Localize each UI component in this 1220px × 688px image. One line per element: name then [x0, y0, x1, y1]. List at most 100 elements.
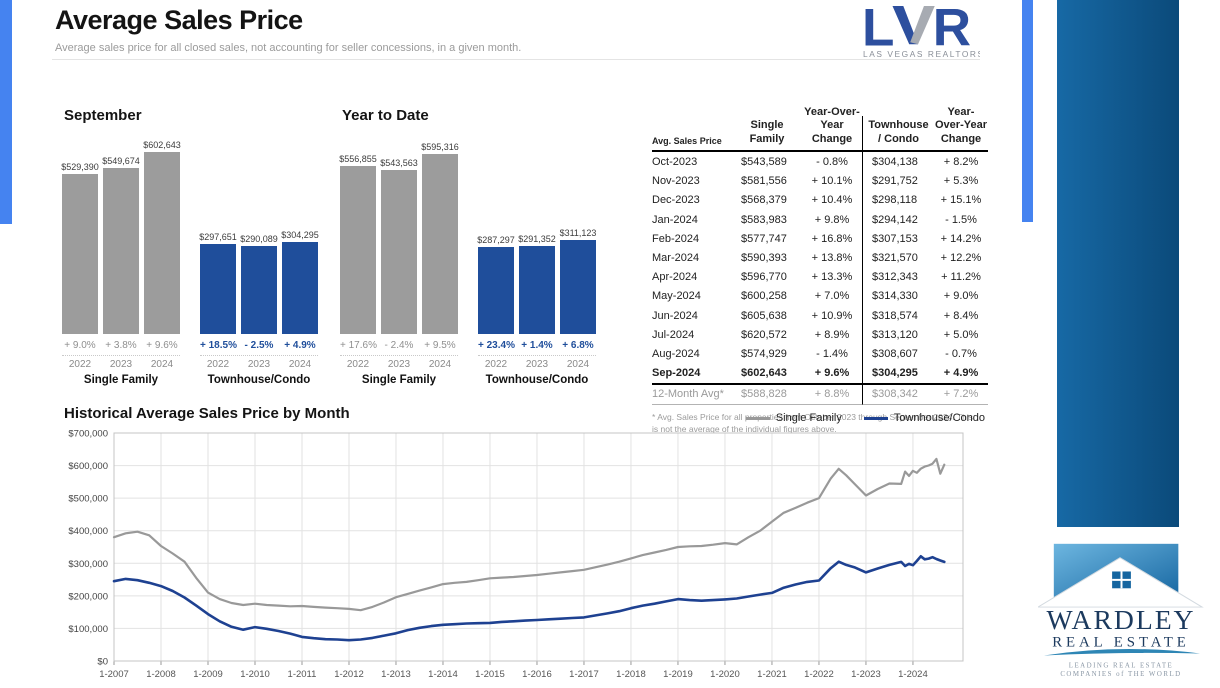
table-cell: + 5.0%: [943, 328, 979, 341]
table-header-cell: Year-Over-Year Change: [934, 102, 988, 153]
yoy-change-label: + 9.6%: [146, 340, 178, 351]
yoy-change-label: + 9.5%: [424, 340, 456, 351]
table-cell: + 8.4%: [943, 309, 979, 322]
table-cell: $543,589: [741, 156, 787, 169]
year-to-date-bar-chart: Year to Date $556,855 $543,563 $595,316 + 1…: [339, 107, 600, 386]
table-cell: $605,638: [741, 309, 787, 322]
years-row: 2022 2023 2024: [340, 355, 458, 370]
left-accent-bar: [0, 0, 12, 224]
x-axis-tick-label: 1-2021: [757, 669, 787, 680]
table-cell: Jan-2024: [652, 213, 698, 226]
townhouse-condo-line: [112, 555, 946, 642]
september-chart-title: September: [64, 107, 142, 124]
table-cell: Sep-2024: [652, 364, 732, 385]
lvr-logo: L R LAS VEGAS REALTORS®: [862, 0, 991, 65]
table-cell: - 0.7%: [945, 347, 977, 360]
table-cell: + 8.9%: [814, 328, 850, 341]
table-cell: + 9.8%: [814, 213, 850, 226]
table-cell: $577,747: [741, 232, 787, 245]
table-cell: + 16.8%: [811, 232, 853, 245]
legend-item-single-family: Single Family: [745, 412, 842, 424]
wardley-real-estate: REAL ESTATE: [1052, 635, 1190, 651]
wardley-logo-graphic: WARDLEY REAL ESTATE LEADING REAL ESTATE …: [1036, 543, 1204, 678]
bar-column: $529,390: [61, 162, 99, 334]
bar-group-label: Single Family: [361, 374, 437, 386]
table-cell: + 4.9%: [934, 364, 988, 385]
plot-border: [113, 432, 964, 662]
single-family-line-swatch: [745, 416, 770, 420]
september-bar-chart: September $529,390 $549,674 $602,643 + 9.0%…: [61, 107, 322, 386]
monthly-data-table: Avg. Sales Price Single Family Year-Over-Y…: [652, 102, 992, 436]
bar: [62, 174, 98, 334]
bar-value-label: $290,089: [240, 234, 278, 245]
bar-column: $291,352: [518, 234, 556, 334]
table-cell: + 7.0%: [814, 290, 850, 303]
table-cell: + 14.2%: [940, 232, 982, 245]
header-divider: [52, 59, 980, 60]
bar-value-label: $287,297: [477, 235, 515, 246]
table-cell: Jul-2024: [652, 328, 695, 341]
chart-legend: Single Family Townhouse/Condo: [735, 412, 985, 424]
table-cell: Oct-2023: [652, 156, 698, 169]
bar-value-label: $311,123: [559, 228, 597, 238]
x-axis-tick-label: 1-2014: [428, 669, 458, 680]
year-label: 2022: [346, 359, 370, 370]
page-title: Average Sales Price: [55, 5, 303, 35]
wardley-logo: WARDLEY REAL ESTATE LEADING REAL ESTATE …: [1036, 541, 1206, 688]
year-label: 2024: [288, 359, 312, 370]
bar-group: $529,390 $549,674 $602,643 + 9.0% + 3.8% + 9.…: [61, 138, 181, 386]
table-cell: + 8.2%: [943, 156, 979, 169]
table-cell: $620,572: [741, 328, 787, 341]
year-label: 2024: [566, 359, 590, 370]
bar: [103, 168, 139, 334]
x-axis-tick-label: 1-2020: [710, 669, 740, 680]
years-row: 2022 2023 2024: [62, 355, 180, 370]
side-banner: [1057, 0, 1179, 527]
x-axis-tick-label: 1-2018: [616, 669, 646, 680]
bar-group-label: Townhouse/Condo: [485, 374, 589, 386]
y-axis-tick-label: $400,000: [68, 526, 108, 537]
x-axis-tick-label: 1-2009: [193, 669, 223, 680]
table-cell: $307,153: [862, 229, 934, 249]
yoy-change-label: + 9.0%: [64, 340, 96, 351]
table-cell: $304,295: [862, 363, 934, 385]
ytd-chart-title: Year to Date: [342, 107, 429, 124]
table-header-cell: Townhouse / Condo: [862, 115, 934, 153]
table-summary-cell: $308,342: [862, 384, 934, 405]
table-cell: Mar-2024: [652, 251, 700, 264]
x-axis-tick-label: 1-2008: [146, 669, 176, 680]
table-cell: + 10.4%: [811, 194, 853, 207]
bar: [381, 169, 417, 334]
y-axis-tick-label: $200,000: [68, 591, 108, 602]
table-summary-cell: $588,828: [732, 385, 802, 405]
table-cell: $568,379: [741, 194, 787, 207]
table-cell: + 10.9%: [811, 309, 853, 322]
wardley-swoosh: [1043, 649, 1201, 656]
bar-value-label: $556,855: [339, 153, 377, 164]
year-label: 2024: [428, 359, 452, 370]
table-cell: + 13.8%: [811, 251, 853, 264]
lvr-letter-l: L: [862, 3, 894, 57]
table-cell: Feb-2024: [652, 232, 700, 245]
bar-column: $549,674: [102, 156, 140, 334]
lvr-v-left-stroke: [892, 5, 919, 45]
bar-value-label: $595,316: [421, 142, 459, 153]
yoy-change-label: + 17.6%: [340, 340, 377, 351]
x-axis-tick-label: 1-2011: [288, 669, 317, 680]
table-cell: - 1.5%: [945, 213, 977, 226]
legend-label-single-family: Single Family: [775, 412, 842, 424]
bar: [340, 165, 376, 334]
table-cell: + 13.3%: [811, 271, 853, 284]
years-row: 2022 2023 2024: [478, 355, 596, 370]
table-cell: Aug-2024: [652, 347, 700, 360]
bars-row: $529,390 $549,674 $602,643: [61, 138, 181, 334]
x-axis-tick-label: 1-2007: [99, 669, 129, 680]
page-subtitle: Average sales price for all closed sales…: [55, 42, 522, 54]
bar-group: $287,297 $291,352 $311,123 + 23.4% + 1.4% + 6…: [477, 138, 597, 386]
x-axis-tick-label: 1-2017: [569, 669, 599, 680]
year-label: 2022: [68, 359, 92, 370]
year-label: 2023: [525, 359, 549, 370]
table-cell: $314,330: [862, 286, 934, 306]
single-family-line: [112, 457, 946, 612]
table-cell: + 5.3%: [943, 175, 979, 188]
